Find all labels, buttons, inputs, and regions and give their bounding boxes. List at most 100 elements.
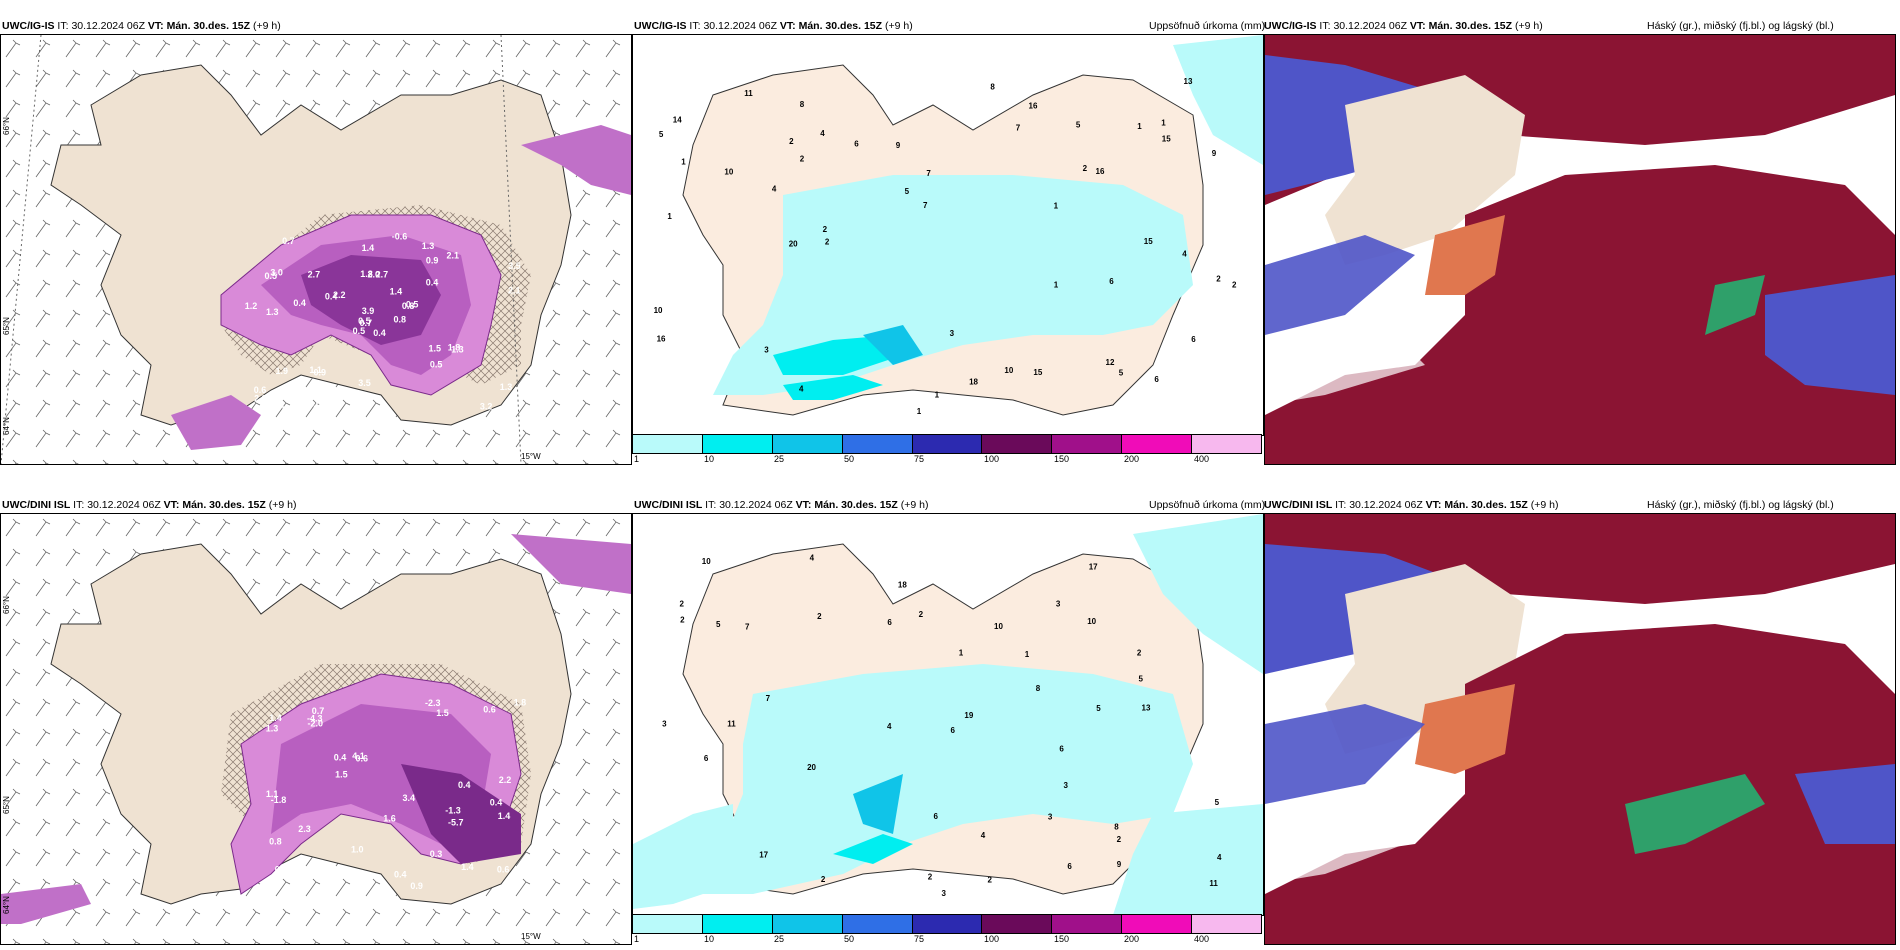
map-panel-precip-bottom: 1 2 2 2 2 2 2 3 7 6 8 10 6 5 4 10 5 3 4 3 2 6 8 4 5 7 10 11 19 18 17 11… [632, 513, 1264, 916]
value-label: 0.5 [353, 326, 366, 336]
panel-header-temp-top: UWC/IG-IS IT: 30.12.2024 06Z VT: Mán. 30… [2, 18, 281, 34]
model-name: UWC/IG-IS [2, 20, 55, 32]
vt-value: Mán. 30.des. 15Z [1428, 20, 1513, 32]
map-panel-temp-top: 66°N 65°N 64°N 15°W 0.4 0.5 0.7 0.6 0.8 0.9 1.… [0, 34, 632, 465]
value-label: 0.5 [430, 360, 443, 370]
value-label: 2 [789, 137, 794, 146]
value-label: 18 [898, 581, 907, 590]
value-label: 0.9 [314, 368, 327, 378]
lead-time: (+9 h) [884, 20, 913, 32]
precip-area-se [1113, 804, 1263, 915]
temperature-labels: 0.40.50.70.60.80.91.32.70.90.80.71.11.33… [245, 231, 521, 414]
colorbar-segment [702, 915, 773, 933]
precip-area-sw [633, 804, 733, 909]
colorbar-segment [842, 915, 913, 933]
value-label: 0.4 [334, 752, 347, 762]
value-label: 6 [1067, 862, 1072, 871]
precip-area-heavy [863, 325, 923, 365]
value-label: 11 [744, 89, 753, 98]
colorbar-tick-label: 200 [1124, 454, 1140, 464]
value-label: 4 [810, 554, 815, 563]
value-label: 0.4 [394, 870, 407, 880]
value-label: 1.3 [451, 345, 464, 355]
value-label: 3 [1064, 781, 1069, 790]
value-label: 0.4 [426, 278, 439, 288]
warm-area-core [301, 255, 441, 345]
value-label: 1.5 [429, 343, 442, 353]
value-label: 3.5 [358, 378, 371, 388]
warm-area-sw [1, 884, 91, 924]
value-label: 1 [1161, 119, 1166, 128]
land-visible [1325, 564, 1525, 754]
precip-area-medium [773, 335, 903, 375]
value-label: 1.2 [245, 301, 258, 311]
value-label: 2 [1137, 649, 1142, 658]
value-label: 6 [951, 726, 956, 735]
value-label: 1 [935, 391, 940, 400]
colorbar-segment [1122, 915, 1193, 933]
colorbar-segment [1052, 915, 1123, 933]
value-label: 1.4 [362, 243, 375, 253]
colorbar-tick-label: 100 [984, 454, 1000, 464]
panel-header-cloud-top: UWC/IG-IS IT: 30.12.2024 06Z VT: Mán. 30… [1264, 18, 1543, 34]
value-label: 12 [1106, 358, 1115, 367]
value-label: 1.4 [461, 862, 474, 872]
value-label: 0.4 [490, 798, 503, 808]
value-label: 11 [727, 720, 736, 729]
gridline [500, 35, 522, 464]
colorbar-segment [1052, 435, 1123, 453]
value-label: 7 [923, 201, 928, 210]
high-cloud-main [1265, 165, 1895, 464]
value-label: 2 [1232, 281, 1237, 290]
colorbar-tick-label: 1 [634, 454, 640, 464]
it-value: 30.12.2024 06Z [87, 499, 161, 511]
value-label: 2.7 [376, 269, 389, 279]
value-label: 17 [1089, 563, 1098, 572]
vt-value: Mán. 30.des. 15Z [182, 499, 266, 511]
colorbar-segment [702, 435, 773, 453]
warm-area-core [401, 764, 521, 864]
value-label: 0.6 [497, 865, 510, 875]
mid-cloud-west [1265, 235, 1415, 335]
value-label: 1.8 [514, 697, 527, 707]
value-label: 6 [1059, 745, 1064, 754]
value-label: 9 [1212, 149, 1217, 158]
temperature-labels: -1.30.40.20.70.61.40.81.50.40.91.31.11.4… [266, 697, 526, 891]
value-label: 3.0 [270, 267, 283, 277]
value-label: 2 [825, 238, 830, 247]
it-label: IT: [1319, 20, 1331, 32]
value-label: 20 [789, 240, 798, 249]
colorbar-tick-label: 150 [1054, 934, 1070, 944]
cloud-map-bottom [1265, 514, 1895, 944]
colorbar-segment [772, 435, 843, 453]
value-label: 0.8 [394, 315, 407, 325]
value-label: 6 [854, 139, 859, 148]
value-label: 3 [942, 889, 947, 898]
colorbar-segment [982, 435, 1053, 453]
value-label: 2.3 [298, 824, 311, 834]
value-label: 1.0 [351, 845, 364, 855]
value-label: 6 [934, 812, 939, 821]
precip-labels: 1222222376810654105343268457101119181711… [662, 554, 1222, 899]
warm-area-south [171, 395, 261, 450]
mid-cloud-west [1265, 704, 1425, 804]
value-label: 9 [896, 141, 901, 150]
value-label: 0.5 [265, 271, 278, 281]
value-label: 3 [662, 719, 667, 728]
it-label: IT: [73, 499, 85, 511]
model-name: UWC/DINI ISL [1264, 499, 1333, 511]
clear-area [1265, 325, 1425, 405]
value-label: 2 [680, 616, 685, 625]
precip-colorbar [632, 434, 1262, 454]
value-label: 2 [680, 599, 685, 608]
value-label: 2.2 [333, 290, 346, 300]
vt-label: VT: [1409, 20, 1426, 32]
it-label: IT: [57, 20, 69, 32]
vt-value: Mán. 30.des. 15Z [1444, 499, 1528, 511]
colorbar-segment [1192, 915, 1262, 933]
value-label: 1.8 [360, 269, 373, 279]
warm-area-east [521, 125, 631, 195]
value-label: 0.2 [275, 864, 288, 874]
